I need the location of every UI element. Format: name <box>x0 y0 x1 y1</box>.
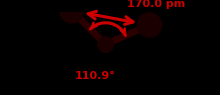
Text: 110.9°: 110.9° <box>75 71 116 81</box>
Circle shape <box>60 0 84 23</box>
Circle shape <box>98 37 114 52</box>
Circle shape <box>137 13 161 37</box>
Text: 170.0 pm: 170.0 pm <box>128 0 186 9</box>
